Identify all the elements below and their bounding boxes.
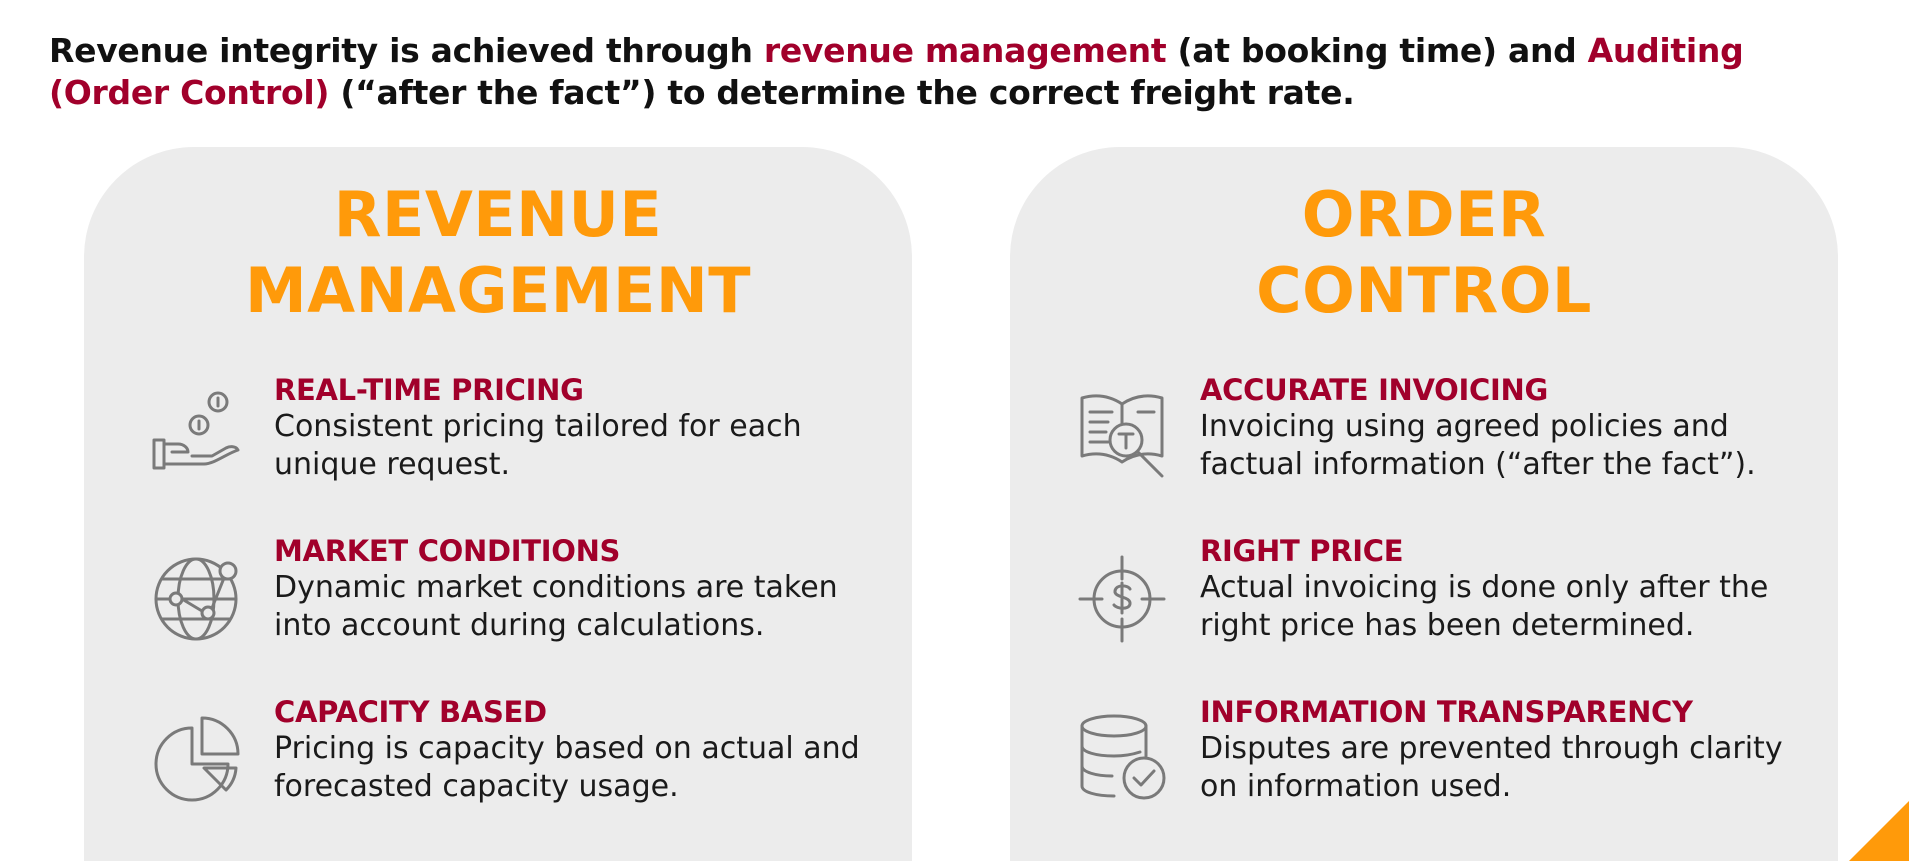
feature-description: Disputes are prevented through clarity o… xyxy=(1200,731,1783,804)
revenue-management-title: REVENUE MANAGEMENT xyxy=(84,177,912,329)
globe-network-icon xyxy=(152,551,244,643)
feature-description: Invoicing using agreed policies and fact… xyxy=(1200,409,1756,482)
headline-text-3: (“after the fact”) to determine the corr… xyxy=(329,73,1355,112)
headline-highlight-revenue-management: revenue management xyxy=(763,31,1167,70)
feature-heading: MARKET CONDITIONS xyxy=(274,534,621,568)
order-control-title: ORDER CONTROL xyxy=(1010,177,1838,329)
feature-text: CAPACITY BASED Pricing is capacity based… xyxy=(274,694,894,806)
feature-description: Dynamic market conditions are taken into… xyxy=(274,570,838,643)
feature-text: INFORMATION TRANSPARENCY Disputes are pr… xyxy=(1200,694,1820,806)
order-control-panel: ORDER CONTROL ACCURATE INVOICING Invoici… xyxy=(1010,147,1838,861)
feature-information-transparency: INFORMATION TRANSPARENCY Disputes are pr… xyxy=(1010,694,1838,834)
panel-title-line-2: CONTROL xyxy=(1256,254,1592,327)
headline-highlight-auditing: Auditing (Order Control) xyxy=(49,31,1744,112)
book-magnifier-icon xyxy=(1078,390,1170,482)
hand-coins-icon xyxy=(152,390,244,482)
feature-capacity-based: CAPACITY BASED Pricing is capacity based… xyxy=(84,694,912,834)
feature-heading: INFORMATION TRANSPARENCY xyxy=(1200,695,1693,729)
feature-real-time-pricing: REAL-TIME PRICING Consistent pricing tai… xyxy=(84,372,912,512)
revenue-management-panel: REVENUE MANAGEMENT REAL-TIME PRICING Con… xyxy=(84,147,912,861)
pie-chart-icon xyxy=(152,712,244,804)
feature-text: MARKET CONDITIONS Dynamic market conditi… xyxy=(274,533,894,645)
panel-title-line-2: MANAGEMENT xyxy=(244,254,752,327)
orange-corner-accent xyxy=(1849,801,1909,861)
dollar-target-icon xyxy=(1078,551,1170,643)
panel-title-line-1: ORDER xyxy=(1301,178,1547,251)
feature-description: Consistent pricing tailored for each uni… xyxy=(274,409,802,482)
feature-text: ACCURATE INVOICING Invoicing using agree… xyxy=(1200,372,1820,484)
headline-text-1: Revenue integrity is achieved through xyxy=(49,31,764,70)
feature-heading: REAL-TIME PRICING xyxy=(274,373,584,407)
feature-text: REAL-TIME PRICING Consistent pricing tai… xyxy=(274,372,894,484)
feature-description: Actual invoicing is done only after the … xyxy=(1200,570,1769,643)
feature-right-price: RIGHT PRICE Actual invoicing is done onl… xyxy=(1010,533,1838,673)
feature-text: RIGHT PRICE Actual invoicing is done onl… xyxy=(1200,533,1820,645)
panel-title-line-1: REVENUE xyxy=(333,178,663,251)
feature-heading: RIGHT PRICE xyxy=(1200,534,1404,568)
feature-market-conditions: MARKET CONDITIONS Dynamic market conditi… xyxy=(84,533,912,673)
feature-heading: ACCURATE INVOICING xyxy=(1200,373,1548,407)
feature-heading: CAPACITY BASED xyxy=(274,695,547,729)
headline: Revenue integrity is achieved through re… xyxy=(49,30,1749,114)
feature-description: Pricing is capacity based on actual and … xyxy=(274,731,860,804)
database-check-icon xyxy=(1078,712,1170,804)
feature-accurate-invoicing: ACCURATE INVOICING Invoicing using agree… xyxy=(1010,372,1838,512)
headline-text-2: (at booking time) and xyxy=(1166,31,1588,70)
